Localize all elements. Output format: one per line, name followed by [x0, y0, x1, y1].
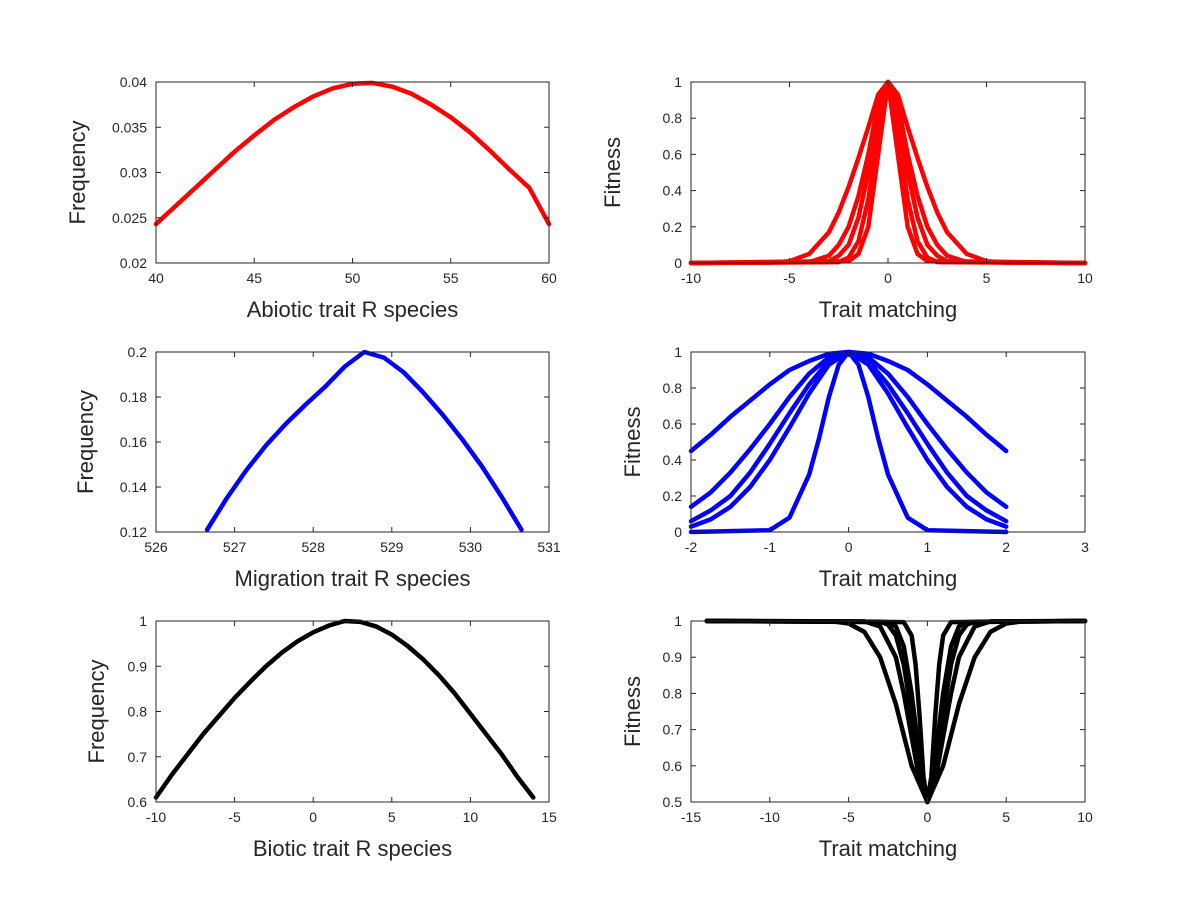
- y-tick-label: 0: [674, 255, 682, 271]
- x-tick-label: -5: [842, 809, 855, 825]
- y-axis-label: Fitness: [620, 676, 645, 747]
- y-axis-label: Fitness: [620, 407, 645, 478]
- y-tick-label: 0.7: [663, 722, 683, 738]
- x-axis-label: Biotic trait R species: [253, 836, 452, 861]
- x-tick-label: -15: [681, 809, 701, 825]
- chart-panel-6: -15 -10 -5 0 5 10 0.5 0.6 0.7 0.8 0.9 1 Trait matchi…: [620, 613, 1093, 861]
- plot-frame: [690, 620, 1086, 803]
- y-tick-label: 0.2: [128, 344, 148, 360]
- y-tick-label: 1: [674, 74, 682, 90]
- x-tick-label: 0: [845, 539, 853, 555]
- x-tick-label: -2: [685, 539, 698, 555]
- x-tick-label: -5: [783, 270, 796, 286]
- x-tick-label: 40: [148, 270, 164, 286]
- x-tick-label: 50: [345, 270, 361, 286]
- y-tick-label: 0.4: [663, 183, 683, 199]
- y-tick-label: 0.4: [663, 452, 683, 468]
- y-tick-label: 0.02: [120, 255, 147, 271]
- y-tick-label: 0.8: [663, 685, 683, 701]
- x-tick-label: 0: [924, 809, 932, 825]
- y-tick-label: 0.2: [663, 219, 683, 235]
- chart-panel-5: -10 -5 0 5 10 15 0.6 0.7 0.8 0.9 1 Biotic trait R s…: [84, 613, 557, 861]
- x-tick-label: -10: [681, 270, 701, 286]
- y-tick-label: 0.5: [663, 794, 683, 810]
- y-tick-label: 0.14: [120, 479, 147, 495]
- chart-panel-1: 40 45 50 55 60 0.02 0.025 0.03 0.035 0.04 Abiotic …: [65, 74, 557, 322]
- x-tick-label: 10: [1077, 270, 1093, 286]
- y-tick-label: 0.9: [663, 649, 683, 665]
- y-tick-label: 0.035: [112, 119, 147, 135]
- x-axis-label: Abiotic trait R species: [247, 297, 459, 322]
- y-tick-label: 0.8: [663, 380, 683, 396]
- y-tick-label: 0.6: [663, 146, 683, 162]
- y-tick-label: 0.6: [128, 794, 148, 810]
- y-axis-label: Frequency: [65, 121, 90, 225]
- y-tick-label: 0: [674, 524, 682, 540]
- y-tick-label: 0.7: [128, 749, 148, 765]
- x-tick-label: 15: [541, 809, 557, 825]
- x-tick-label: 2: [1002, 539, 1010, 555]
- y-tick-label: 0.12: [120, 524, 147, 540]
- x-axis-label: Trait matching: [819, 566, 958, 591]
- x-tick-label: 10: [1077, 809, 1093, 825]
- x-tick-label: -10: [146, 809, 166, 825]
- x-tick-label: 55: [443, 270, 459, 286]
- chart-panel-4: -2 -1 0 1 2 3 0 0.2 0.4 0.6 0.8 1 Trait matching Fitn…: [620, 344, 1089, 591]
- x-tick-label: -5: [228, 809, 241, 825]
- y-tick-label: 0.8: [128, 704, 148, 720]
- x-tick-label: 45: [246, 270, 262, 286]
- chart-panel-3: 526 527 528 529 530 531 0.12 0.14 0.16 0.18 0.2 Mig…: [73, 344, 561, 591]
- x-tick-label: 5: [983, 270, 991, 286]
- x-tick-label: 0: [884, 270, 892, 286]
- x-tick-label: 0: [309, 809, 317, 825]
- y-tick-label: 1: [139, 613, 147, 629]
- chart-panel-2: -10 -5 0 5 10 0 0.2 0.4 0.6 0.8 1 Trait matching Fit…: [600, 74, 1093, 322]
- x-tick-label: 530: [459, 539, 483, 555]
- y-tick-label: 0.8: [663, 110, 683, 126]
- x-tick-label: 1: [924, 539, 932, 555]
- y-axis-label: Frequency: [84, 660, 109, 764]
- y-axis-label: Fitness: [600, 137, 625, 208]
- y-tick-label: 0.2: [663, 488, 683, 504]
- x-tick-label: 526: [144, 539, 168, 555]
- y-tick-label: 0.04: [120, 74, 147, 90]
- x-tick-label: 531: [537, 539, 561, 555]
- x-axis-label: Migration trait R species: [235, 566, 471, 591]
- x-tick-label: 529: [380, 539, 404, 555]
- x-tick-label: 5: [388, 809, 396, 825]
- y-tick-label: 0.18: [120, 389, 147, 405]
- y-tick-label: 0.03: [120, 165, 147, 181]
- y-tick-label: 0.025: [112, 210, 147, 226]
- x-tick-label: 5: [1002, 809, 1010, 825]
- x-tick-label: -1: [764, 539, 777, 555]
- plot-frame: [690, 351, 1086, 533]
- y-tick-label: 0.9: [128, 658, 148, 674]
- y-tick-label: 0.6: [663, 416, 683, 432]
- x-axis-label: Trait matching: [819, 836, 958, 861]
- y-axis-label: Frequency: [73, 390, 98, 494]
- x-tick-label: -10: [760, 809, 780, 825]
- y-tick-label: 1: [674, 344, 682, 360]
- x-tick-label: 3: [1081, 539, 1089, 555]
- x-tick-label: 528: [302, 539, 326, 555]
- x-tick-label: 60: [541, 270, 557, 286]
- y-tick-label: 1: [674, 613, 682, 629]
- x-tick-label: 527: [223, 539, 247, 555]
- x-axis-label: Trait matching: [819, 297, 958, 322]
- x-tick-label: 10: [463, 809, 479, 825]
- y-tick-label: 0.6: [663, 758, 683, 774]
- y-tick-label: 0.16: [120, 434, 147, 450]
